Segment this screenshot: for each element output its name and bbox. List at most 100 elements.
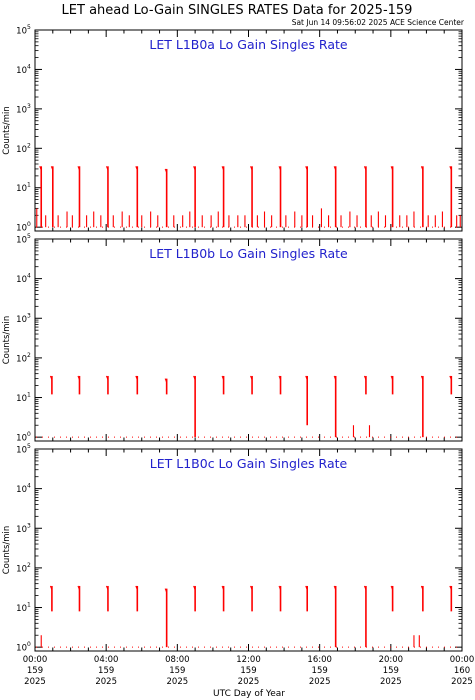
data-burst-cap <box>77 585 80 590</box>
x-tick-year: 2025 <box>238 677 260 687</box>
data-burst-cap <box>193 585 196 590</box>
x-tick-time: 04:00 <box>94 655 119 665</box>
x-tick-time: 08:00 <box>165 655 190 665</box>
data-burst-cap <box>135 375 138 380</box>
y-tick-label: 10 <box>16 184 27 194</box>
y-tick-label: 10 <box>16 66 27 76</box>
data-burst-cap <box>363 585 367 590</box>
panel-title: LET L1B0c Lo Gain Singles Rate <box>150 456 348 471</box>
x-tick-doy: 159 <box>27 666 43 676</box>
y-axis-label: Counts/min <box>2 316 12 365</box>
x-tick-time: 20:00 <box>379 655 404 665</box>
data-burst-cap <box>390 166 394 171</box>
data-burst-cap <box>193 166 196 171</box>
data-burst-cap <box>135 585 138 590</box>
y-tick-exponent: 5 <box>27 233 31 240</box>
panel-frame <box>34 448 463 652</box>
y-axis-label: Counts/min <box>2 526 12 575</box>
data-burst-cap <box>363 166 367 171</box>
data-burst-cap <box>333 375 337 380</box>
y-tick-exponent: 1 <box>27 392 31 399</box>
x-tick-doy: 159 <box>98 666 114 676</box>
data-burst-cap <box>420 375 424 380</box>
y-tick-exponent: 0 <box>27 221 31 228</box>
data-burst-cap <box>278 375 281 380</box>
y-tick-label: 10 <box>16 275 27 285</box>
data-burst-cap <box>390 375 394 380</box>
panel-frame <box>34 29 463 232</box>
data-burst-cap <box>221 375 225 380</box>
data-burst-cap <box>77 166 80 171</box>
data-burst-cap <box>305 375 308 380</box>
x-tick-year: 2025 <box>451 677 473 687</box>
data-burst-cap <box>333 166 337 171</box>
y-tick-exponent: 4 <box>27 273 31 280</box>
data-burst-cap <box>305 585 308 590</box>
y-tick-exponent: 2 <box>27 562 31 569</box>
y-tick-exponent: 3 <box>27 522 31 529</box>
data-burst-cap <box>420 585 424 590</box>
y-tick-exponent: 5 <box>27 443 31 450</box>
data-burst-cap <box>77 375 80 380</box>
data-burst-cap <box>105 585 109 590</box>
y-axis-label: Counts/min <box>2 106 12 155</box>
panel-3: LET L1B0c Lo Gain Singles Rate Counts/min… <box>2 443 463 654</box>
chart-generation-timestamp: Sat Jun 14 09:56:02 2025 ACE Science Cen… <box>292 18 465 27</box>
x-tick-doy: 159 <box>240 666 256 676</box>
y-tick-label: 10 <box>16 446 27 456</box>
data-burst-cap <box>278 585 281 590</box>
x-tick-year: 2025 <box>95 677 117 687</box>
y-tick-exponent: 1 <box>27 182 31 189</box>
y-tick-exponent: 4 <box>27 63 31 70</box>
data-burst-cap <box>250 585 253 590</box>
panel-title: LET L1B0b Lo Gain Singles Rate <box>149 246 348 261</box>
data-burst-cap <box>278 166 281 171</box>
y-tick-exponent: 0 <box>27 431 31 438</box>
x-tick-year: 2025 <box>24 677 46 687</box>
data-burst-cap <box>420 166 424 171</box>
data-burst-cap <box>49 585 53 590</box>
y-tick-exponent: 3 <box>27 312 31 319</box>
data-burst-cap <box>50 166 54 171</box>
x-tick-time: 00:00 <box>23 655 48 665</box>
y-tick-label: 10 <box>16 315 27 325</box>
y-tick-exponent: 0 <box>27 641 31 648</box>
y-tick-label: 10 <box>16 145 27 155</box>
x-tick-doy: 159 <box>312 666 328 676</box>
data-burst-cap <box>135 166 138 171</box>
y-tick-label: 10 <box>16 485 27 495</box>
x-axis-label: UTC Day of Year <box>213 689 285 699</box>
data-burst-cap <box>449 166 452 171</box>
y-tick-label: 10 <box>16 564 27 574</box>
x-tick-time: 12:00 <box>236 655 261 665</box>
x-tick-year: 2025 <box>167 677 189 687</box>
x-tick-doy: 159 <box>169 666 185 676</box>
y-tick-exponent: 1 <box>27 602 31 609</box>
panel-1: LET L1B0a Lo Gain Singles Rate Counts/min… <box>2 24 463 234</box>
data-burst-cap <box>333 585 337 590</box>
y-tick-label: 10 <box>16 525 27 535</box>
y-tick-exponent: 3 <box>27 103 31 110</box>
chart-title: LET ahead Lo-Gain SINGLES RATES Data for… <box>62 3 413 18</box>
y-tick-label: 10 <box>16 27 27 37</box>
panel-2: LET L1B0b Lo Gain Singles Rate Counts/min… <box>2 233 463 444</box>
data-burst-cap <box>390 585 394 590</box>
x-tick-year: 2025 <box>380 677 402 687</box>
data-burst-cap <box>105 166 109 171</box>
x-tick-time: 16:00 <box>307 655 332 665</box>
data-burst-cap <box>193 375 196 380</box>
data-burst-cap <box>449 585 452 590</box>
y-tick-exponent: 5 <box>27 24 31 31</box>
y-tick-label: 10 <box>16 644 27 654</box>
data-burst-cap <box>305 166 308 171</box>
data-burst-cap <box>164 378 168 383</box>
y-tick-label: 10 <box>16 236 27 246</box>
y-tick-label: 10 <box>16 394 27 404</box>
y-tick-label: 10 <box>16 604 27 614</box>
data-burst-cap <box>105 375 109 380</box>
data-burst-cap <box>221 585 225 590</box>
y-tick-label: 10 <box>16 354 27 364</box>
panel-frame <box>34 238 463 442</box>
x-tick-doy: 159 <box>383 666 399 676</box>
